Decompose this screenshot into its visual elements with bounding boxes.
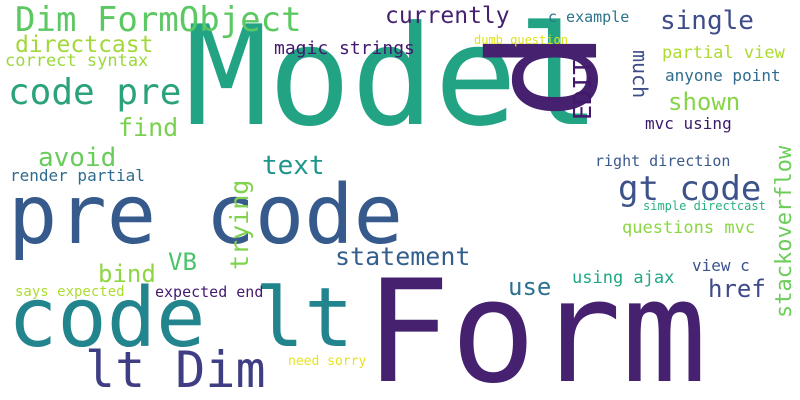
word-vb: VB [168, 248, 197, 276]
word-dumb-question: dumb question [474, 33, 568, 47]
word-text: text [262, 151, 325, 181]
word-bind: bind [98, 260, 156, 288]
word-anyone-point: anyone point [665, 66, 781, 85]
word-magic-strings: magic strings [274, 38, 415, 59]
word-find: find [118, 113, 179, 142]
word-mvc-using: mvc using [645, 114, 732, 133]
word-directcast: directcast [15, 32, 154, 58]
word-partial-view: partial view [662, 43, 785, 63]
word-stackoverflow: stackoverflow [772, 145, 797, 318]
word-correct-syntax: correct syntax [5, 51, 149, 71]
word-single: single [660, 6, 754, 36]
word-lt-dim: lt Dim [85, 341, 266, 399]
word-form: Form [365, 250, 707, 400]
word-avoid: avoid [38, 143, 117, 173]
word-need-sorry: need sorry [288, 354, 367, 369]
word-href: href [708, 275, 766, 303]
word-c-example: c example [548, 8, 630, 26]
word-dim-formobject: Dim FormObject [15, 0, 302, 40]
word-using-ajax: using ajax [572, 268, 675, 288]
word-pre-code: pre code [8, 168, 403, 263]
word-says-expected: says expected [15, 284, 125, 300]
word-render-partial: render partial [10, 166, 145, 185]
word-much: much [628, 50, 652, 99]
word-right-direction: right direction [595, 152, 731, 170]
word-trying: trying [225, 179, 254, 270]
word-edit: EDIT [568, 59, 597, 120]
word-simple-directcast: simple directcast [643, 199, 766, 213]
word-code-lt: code lt [8, 271, 354, 366]
word-questions-mvc: questions mvc [622, 218, 756, 238]
word-use: use [508, 273, 552, 301]
word-gt-code: gt code [618, 169, 762, 209]
word-statement: statement [335, 242, 471, 271]
word-model: Model [185, 0, 601, 157]
word-shown: shown [668, 88, 741, 116]
word-code-pre: code pre [8, 72, 182, 113]
word-currently: currently [385, 3, 510, 29]
word-expected-end: expected end [155, 283, 264, 301]
word-view-c: view c [692, 256, 750, 275]
